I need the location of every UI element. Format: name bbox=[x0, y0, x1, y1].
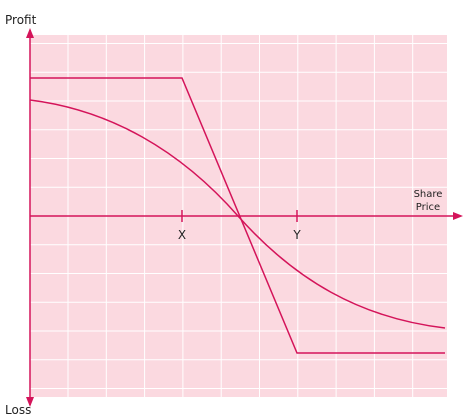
piecewise-payoff bbox=[30, 77, 445, 354]
profit-label: Profit bbox=[5, 13, 37, 27]
x-arrow bbox=[453, 212, 463, 220]
share-label: Share bbox=[414, 189, 443, 200]
price-label: Price bbox=[416, 202, 440, 213]
curved-payoff bbox=[29, 99, 446, 329]
y-arrow-down bbox=[26, 397, 34, 407]
marker-x: X bbox=[178, 228, 186, 242]
loss-label: Loss bbox=[5, 403, 31, 417]
y-arrow-up bbox=[26, 28, 34, 38]
marker-y: Y bbox=[292, 228, 301, 242]
